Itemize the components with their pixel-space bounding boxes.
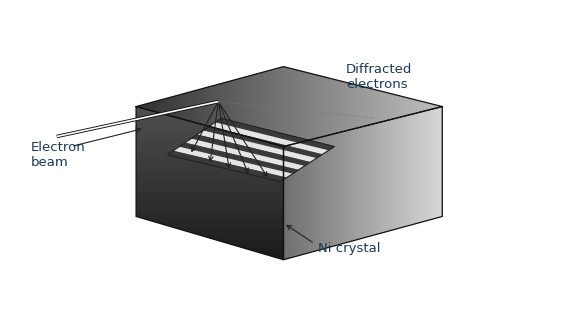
Polygon shape: [197, 131, 316, 162]
Polygon shape: [136, 67, 442, 147]
Text: Diffracted
electrons: Diffracted electrons: [346, 63, 412, 91]
Polygon shape: [136, 107, 284, 260]
Text: Ni crystal: Ni crystal: [318, 241, 380, 255]
Polygon shape: [185, 139, 304, 170]
Polygon shape: [203, 126, 323, 158]
Polygon shape: [174, 147, 293, 177]
Polygon shape: [284, 107, 442, 260]
Polygon shape: [191, 135, 311, 166]
Polygon shape: [179, 143, 299, 174]
Polygon shape: [215, 118, 335, 151]
Polygon shape: [209, 122, 328, 154]
Text: Electron
beam: Electron beam: [31, 141, 86, 169]
Polygon shape: [167, 151, 287, 181]
